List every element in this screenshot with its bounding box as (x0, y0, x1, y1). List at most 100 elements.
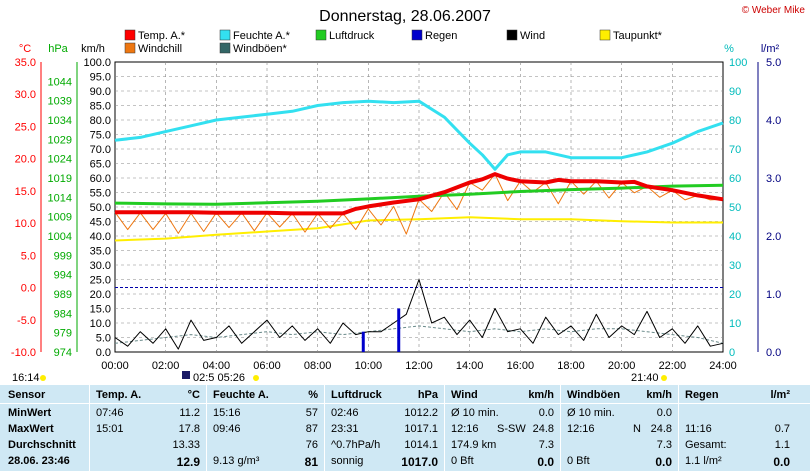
temp-tick-8: -5.0 (17, 315, 36, 327)
x-tick-11: 22:00 (659, 360, 687, 372)
moon-icon (182, 371, 190, 379)
stat-g-time-row0: Ø 10 min. (567, 407, 615, 419)
humidity-tick-9: 10 (729, 318, 741, 330)
header-gusts: Windböen (567, 389, 621, 401)
pressure-tick-6: 1014 (48, 192, 72, 204)
temp-tick-4: 15.0 (15, 186, 36, 198)
x-tick-6: 12:00 (405, 360, 433, 372)
rain-tick-3: 2.0 (766, 231, 781, 243)
stat-h-val-row3: 81 (304, 455, 318, 469)
wind-tick-20: 0.0 (96, 347, 111, 359)
humidity-tick-3: 70 (729, 144, 741, 156)
stat-p-time-row1: 23:31 (331, 423, 359, 435)
x-tick-2: 04:00 (203, 360, 231, 372)
stat-t-time-row0: 07:46 (96, 407, 124, 419)
wind-tick-2: 90.0 (90, 86, 111, 98)
pressure-tick-0: 1044 (48, 76, 72, 88)
pressure-tick-5: 1019 (48, 173, 72, 185)
series-dewpoint-line (114, 216, 723, 242)
humidity-tick-1: 90 (729, 86, 741, 98)
axis-ticks: 35.0 30.0 25.0 20.0 15.0 10.0 5.0 0.0 -5.0 -10.0 1… (11, 57, 781, 372)
stat-label-row3: 28.06. 23:46 (8, 455, 70, 467)
humidity-tick-6: 40 (729, 231, 741, 243)
legend-swatch-3 (411, 29, 423, 41)
stat-p-val-row0: 1012.2 (404, 407, 438, 419)
stat-w-val-row0: 0.0 (538, 407, 554, 419)
stat-t-time-row1: 15:01 (96, 423, 124, 435)
header-pressure-unit: hPa (417, 389, 438, 401)
header-wind: Wind (451, 389, 478, 401)
humidity-tick-4: 60 (729, 173, 741, 185)
stat-r-time-row1: 11:16 (685, 423, 712, 435)
rain-bar-0 (361, 331, 365, 352)
pressure-tick-9: 999 (54, 250, 72, 262)
wind-tick-16: 20.0 (90, 289, 111, 301)
legend-label-3: Regen (425, 30, 457, 42)
axis-unit-labels: °C hPa km/h% l/m² (19, 43, 780, 55)
x-tick-12: 24:00 (709, 360, 737, 372)
weather-chart: Donnerstag, 28.06.2007 © Weber Mike Temp… (11, 5, 806, 384)
stat-w-val-row1: 24.8 (532, 423, 554, 435)
stat-t-val-row1: 17.8 (178, 423, 200, 435)
stat-t-val-row3: 12.9 (176, 455, 200, 469)
wind-tick-6: 70.0 (90, 144, 111, 156)
header-temp-unit: °C (187, 389, 200, 401)
legend-label-4: Wind (520, 30, 545, 42)
pressure-tick-13: 979 (54, 328, 72, 340)
stat-w-time-row2: 174.9 km (451, 439, 497, 451)
stat-label-row2: Durchschnitt (8, 439, 76, 451)
header-temp: Temp. A. (96, 389, 142, 401)
header-humidity-unit: % (308, 389, 318, 401)
rain-tick-2: 3.0 (766, 173, 781, 185)
temp-tick-1: 30.0 (15, 89, 36, 101)
humidity-tick-2: 80 (729, 115, 741, 127)
wind-tick-10: 50.0 (90, 202, 111, 214)
stat-w-time-row0: Ø 10 min. (451, 407, 499, 419)
stat-w-val-row3: 0.0 (537, 455, 554, 469)
temp-tick-3: 20.0 (15, 154, 36, 166)
rain-tick-4: 1.0 (766, 289, 781, 301)
pressure-tick-7: 1009 (48, 212, 72, 224)
wind-tick-11: 45.0 (90, 217, 111, 229)
temp-tick-9: -10.0 (11, 347, 36, 359)
wind-tick-4: 80.0 (90, 115, 111, 127)
stat-r-val-row3: 0.0 (773, 455, 790, 469)
wind-tick-17: 15.0 (90, 304, 111, 316)
series-humidity-line (114, 99, 724, 171)
stat-r-val-row1: 0.7 (774, 423, 790, 435)
wind-axis-label: km/h (81, 43, 105, 55)
wind-tick-8: 60.0 (90, 173, 111, 185)
series-temp-line (115, 172, 724, 216)
stat-r-val-row2: 1.1 (774, 439, 790, 451)
rain-tick-5: 0.0 (766, 347, 781, 359)
stat-g-time-row1: 12:16 (567, 423, 595, 435)
header-sensor: Sensor (8, 389, 46, 401)
chart-grid (114, 61, 724, 353)
pressure-tick-10: 994 (54, 270, 72, 282)
wind-tick-1: 95.0 (90, 72, 111, 84)
wind-tick-3: 85.0 (90, 101, 111, 113)
header-rain: Regen (685, 389, 719, 401)
rain-bar-1 (397, 308, 401, 352)
stat-r-time-row3: 1.1 l/m² (685, 455, 722, 467)
x-tick-8: 16:00 (507, 360, 535, 372)
stat-g-val-row2: 7.3 (656, 439, 672, 451)
pressure-tick-4: 1024 (48, 154, 72, 166)
stat-w-time-row3: 0 Bft (451, 455, 474, 467)
stat-w-time-row1: 12:16 (451, 423, 479, 435)
humidity-axis-label: % (724, 43, 734, 55)
sunset-time: 21:40 (631, 372, 659, 384)
x-tick-1: 02:00 (152, 360, 180, 372)
legend-label-2: Luftdruck (329, 30, 375, 42)
stat-g-dir-row1: N (633, 423, 641, 435)
rain-tick-0: 5.0 (766, 57, 781, 69)
wind-tick-18: 10.0 (90, 318, 111, 330)
pressure-tick-3: 1029 (48, 134, 72, 146)
legend-label-1: Feuchte A.* (233, 30, 291, 42)
header-rain-unit: l/m² (770, 389, 790, 401)
header-humidity: Feuchte A. (213, 389, 269, 401)
legend-swatch-5 (599, 29, 611, 41)
wind-tick-14: 30.0 (90, 260, 111, 272)
sun-times: 02:5 05:26 (193, 372, 245, 384)
stat-t-val-row0: 11.2 (179, 407, 200, 419)
